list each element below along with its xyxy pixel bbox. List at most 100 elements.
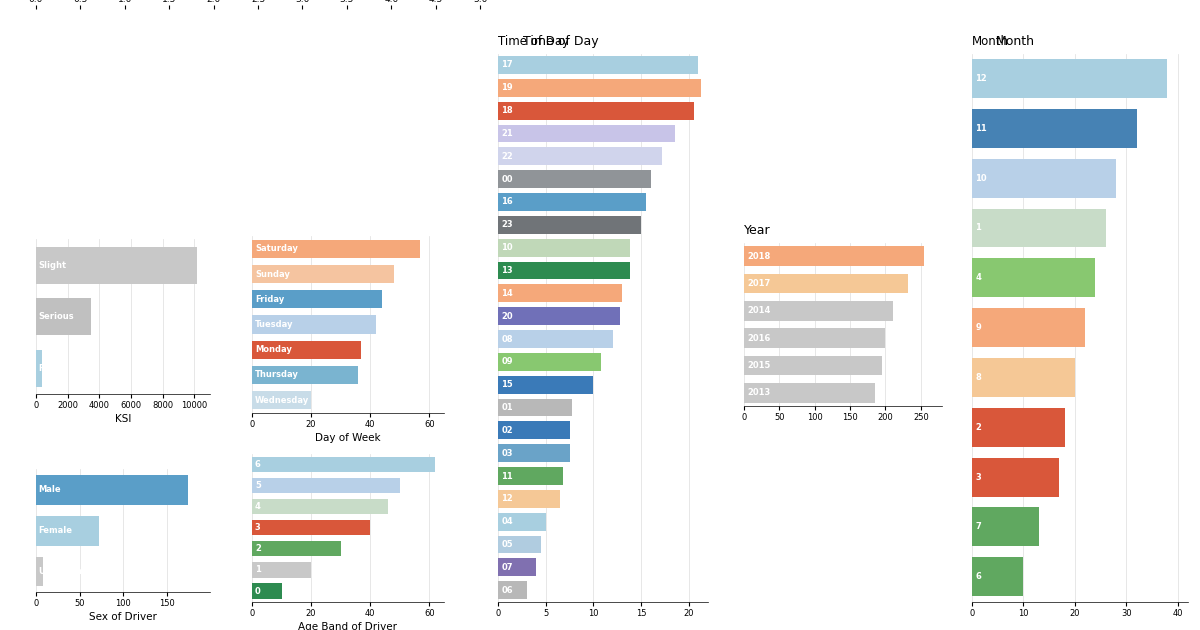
Text: 14: 14 [502, 289, 512, 298]
Title: Month: Month [996, 35, 1034, 49]
Text: 12: 12 [502, 495, 512, 503]
Bar [498, 375, 594, 394]
Text: Thursday: Thursday [254, 370, 299, 379]
X-axis label: Age Band of Driver: Age Band of Driver [299, 622, 397, 630]
Text: 7: 7 [976, 522, 980, 532]
Text: 11: 11 [502, 471, 512, 481]
Bar [252, 478, 400, 493]
Bar [498, 239, 630, 256]
Bar [498, 307, 620, 325]
Text: 4: 4 [976, 273, 982, 282]
Text: 2018: 2018 [746, 252, 770, 261]
Text: 10: 10 [976, 174, 986, 183]
Bar [498, 101, 694, 120]
Text: Time of Day: Time of Day [498, 35, 569, 49]
Bar [744, 273, 908, 294]
Text: 20: 20 [502, 312, 512, 321]
Bar [498, 444, 570, 462]
Bar [498, 558, 536, 576]
Title: Time of Day: Time of Day [523, 35, 599, 49]
Text: 2013: 2013 [746, 388, 770, 397]
Text: 1: 1 [976, 224, 982, 232]
Text: 1: 1 [254, 566, 260, 575]
Text: 03: 03 [502, 449, 512, 458]
Bar [972, 209, 1105, 248]
Bar [972, 159, 1116, 198]
Text: Month: Month [972, 35, 1009, 49]
Text: 2: 2 [254, 544, 260, 553]
Text: 22: 22 [502, 152, 512, 161]
Bar [744, 355, 882, 375]
Bar [498, 216, 641, 234]
Text: 5: 5 [254, 481, 260, 490]
Bar [972, 109, 1136, 147]
Bar [972, 358, 1075, 397]
Bar [498, 399, 572, 416]
Text: Wednesday: Wednesday [254, 396, 310, 404]
Bar [498, 56, 698, 74]
Bar [36, 350, 42, 387]
Bar [498, 261, 630, 280]
Text: Monday: Monday [254, 345, 292, 354]
Bar [252, 316, 376, 333]
Text: 19: 19 [502, 83, 512, 93]
Bar [498, 125, 674, 142]
Text: Tuesday: Tuesday [254, 320, 293, 329]
Bar [498, 147, 662, 165]
Bar [972, 457, 1060, 496]
Text: 07: 07 [502, 563, 512, 572]
Bar [498, 513, 546, 530]
Bar [36, 475, 188, 505]
Bar [36, 557, 43, 587]
Bar [498, 170, 650, 188]
Text: 10: 10 [502, 243, 512, 252]
Bar [252, 290, 382, 308]
Text: 15: 15 [502, 380, 512, 389]
Text: 2014: 2014 [746, 306, 770, 315]
Bar [498, 79, 701, 97]
Bar [498, 536, 541, 554]
Text: Saturday: Saturday [254, 244, 298, 253]
Bar [36, 298, 91, 335]
Text: Sunday: Sunday [254, 270, 289, 278]
Bar [744, 383, 875, 403]
Text: 12: 12 [976, 74, 986, 83]
Bar [252, 457, 436, 472]
Text: Unknown: Unknown [38, 567, 83, 576]
X-axis label: Day of Week: Day of Week [316, 433, 380, 443]
Text: 21: 21 [502, 129, 512, 138]
Bar [36, 246, 197, 284]
Text: 04: 04 [502, 517, 512, 526]
Bar [498, 330, 612, 348]
Text: 0: 0 [254, 587, 260, 595]
Text: 01: 01 [502, 403, 512, 412]
Bar [498, 284, 622, 302]
Bar [252, 265, 394, 283]
Text: 9: 9 [976, 323, 980, 332]
Text: Fatal: Fatal [38, 364, 62, 372]
X-axis label: KSI: KSI [115, 414, 131, 424]
Text: Friday: Friday [254, 295, 284, 304]
Bar [252, 499, 388, 514]
Text: Serious: Serious [38, 312, 74, 321]
Text: 18: 18 [502, 106, 512, 115]
Text: 16: 16 [502, 197, 512, 207]
Text: 06: 06 [502, 586, 512, 595]
Text: 13: 13 [502, 266, 512, 275]
Text: 2015: 2015 [746, 361, 770, 370]
Text: Year: Year [744, 224, 770, 238]
Text: 23: 23 [502, 220, 512, 229]
Text: 02: 02 [502, 426, 512, 435]
Text: 09: 09 [502, 357, 512, 367]
Bar [972, 558, 1024, 596]
Bar [252, 240, 420, 258]
Bar [36, 516, 98, 546]
Text: 08: 08 [502, 335, 512, 343]
Bar [498, 467, 563, 485]
Bar [252, 583, 282, 598]
X-axis label: Sex of Driver: Sex of Driver [89, 612, 157, 622]
Bar [744, 246, 924, 266]
Bar [972, 508, 1039, 546]
Text: 4: 4 [254, 502, 260, 511]
Bar [252, 520, 370, 536]
